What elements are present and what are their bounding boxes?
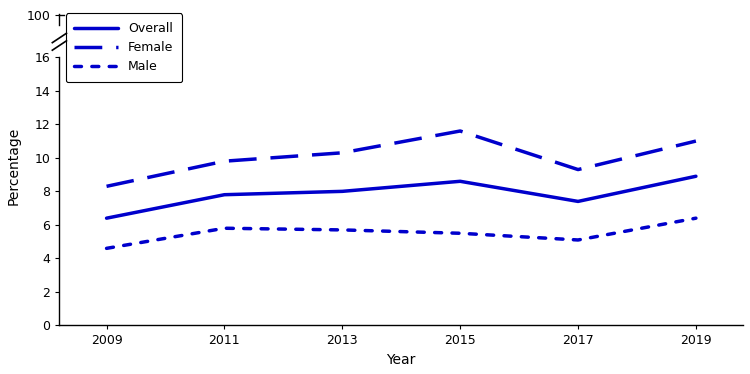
X-axis label: Year: Year: [386, 353, 416, 367]
Overall: [692, 174, 700, 178]
Female: [692, 139, 700, 143]
Overall: [102, 216, 111, 220]
Overall: [574, 199, 583, 204]
Overall: [456, 179, 465, 184]
Y-axis label: Percentage: Percentage: [7, 127, 21, 205]
Female: [220, 159, 229, 163]
Male: [692, 216, 700, 220]
Male: [102, 246, 111, 251]
Overall: [338, 189, 346, 194]
Line: Male: Male: [106, 218, 696, 248]
Female: [574, 167, 583, 172]
Line: Overall: Overall: [106, 176, 696, 218]
Line: Female: Female: [106, 131, 696, 186]
Overall: [220, 193, 229, 197]
Male: [574, 238, 583, 242]
Female: [102, 184, 111, 188]
Male: [456, 231, 465, 236]
Male: [338, 228, 346, 232]
Legend: Overall, Female, Male: Overall, Female, Male: [66, 13, 182, 82]
Male: [220, 226, 229, 230]
Female: [456, 129, 465, 133]
Female: [338, 151, 346, 155]
